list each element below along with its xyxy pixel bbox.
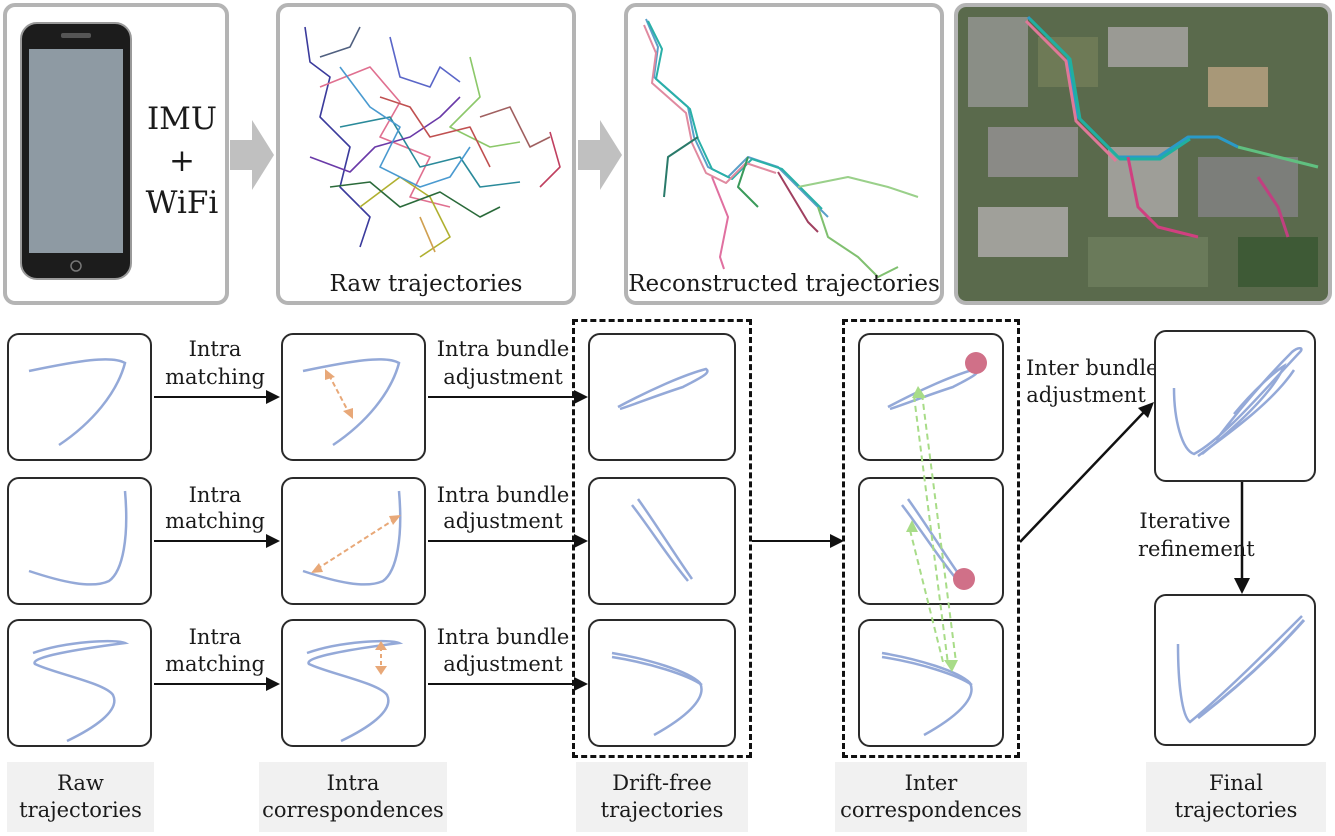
inter-bundle-label-b: adjustment [1026,383,1146,407]
aerial-map [958,7,1328,301]
drift-free-box-3 [588,619,736,747]
map-panel [954,3,1332,305]
arrow-to-inter [752,534,844,548]
drift-free-box-2 [588,477,736,605]
inter-box-2 [858,477,1004,605]
intra-matching-label-2b: matching [165,509,265,533]
intra-matching-label-1b: matching [165,365,265,389]
inter-box-1 [858,333,1004,461]
phone-icon [20,22,132,280]
intra-box-1 [281,333,426,461]
intra-bundle-label-2a: Intra bundle [436,483,570,507]
intra-box-2 [281,477,426,605]
caption-intra-line1: Intra [326,771,380,795]
intra-bundle-label-2b: adjustment [443,509,563,533]
inter-bundle-label-a: Inter bundle [1026,356,1159,380]
intra-bundle-label-1b: adjustment [443,365,563,389]
intra-matching-label-3a: Intra [188,625,242,649]
arrow-inter-bundle [1019,402,1154,543]
arrow-intra-bundle-1 [428,390,588,404]
iterative-label-a: Iterative [1139,509,1231,533]
device-label-plus: + [169,143,195,179]
caption-drift-free-line1: Drift-free [612,771,712,795]
arrow-intra-matching-2 [154,534,280,548]
device-label-imu: IMU [146,101,218,137]
arrow-iterative [1234,482,1250,594]
raw-trajectories-caption: Raw trajectories [329,271,523,297]
intra-matching-label-2a: Intra [188,483,242,507]
inter-match-lines [906,386,958,672]
drift-free-group [572,319,752,758]
raw-box-2 [7,477,152,605]
raw-box-1 [7,333,152,461]
device-label-wifi: WiFi [145,185,219,221]
inter-box-3 [858,619,1004,747]
raw-box-3 [7,619,152,747]
intra-bundle-label-1a: Intra bundle [436,337,570,361]
reconstructed-trajectories-plot [643,18,919,278]
reconstructed-trajectories-caption: Reconstructed trajectories [628,271,940,297]
arrow-intra-matching-3 [154,677,280,691]
caption-final: Final trajectories [1146,762,1326,832]
caption-raw-line2: trajectories [19,798,142,822]
big-arrow-1 [230,120,274,190]
drift-free-box-1 [588,333,736,461]
caption-final-line2: trajectories [1174,798,1298,822]
raw-trajectories-panel: Raw trajectories [276,3,576,305]
caption-final-line1: Final [1208,771,1264,795]
caption-raw: Raw trajectories [7,762,154,832]
caption-drift-free: Drift-free trajectories [576,762,748,832]
big-arrow-2 [578,120,622,190]
caption-drift-free-line2: trajectories [600,798,724,822]
caption-inter: Inter correspondences [835,762,1027,832]
caption-inter-line1: Inter [904,771,958,795]
intra-box-3 [281,619,426,747]
caption-raw-line1: Raw [57,771,104,795]
refined-box [1154,330,1316,482]
arrow-intra-bundle-2 [428,534,588,548]
raw-trajectories-plot [304,26,561,258]
caption-intra-line2: correspondences [262,798,444,822]
reconstructed-trajectories-panel: Reconstructed trajectories [624,3,944,305]
device-panel: IMU + WiFi [3,3,229,305]
intra-bundle-label-3b: adjustment [443,652,563,676]
arrow-intra-matching-1 [154,390,280,404]
intra-bundle-label-3a: Intra bundle [436,625,570,649]
iterative-label-b: refinement [1138,537,1255,561]
caption-intra: Intra correspondences [259,762,447,832]
final-box [1154,594,1316,746]
arrow-intra-bundle-3 [428,677,588,691]
intra-matching-label-1a: Intra [188,337,242,361]
inter-group [842,319,1020,758]
intra-matching-label-3b: matching [165,652,265,676]
caption-inter-line2: correspondences [840,798,1022,822]
